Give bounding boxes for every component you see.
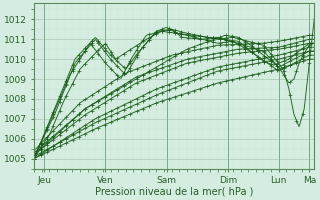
X-axis label: Pression niveau de la mer( hPa ): Pression niveau de la mer( hPa ) [95,187,253,197]
